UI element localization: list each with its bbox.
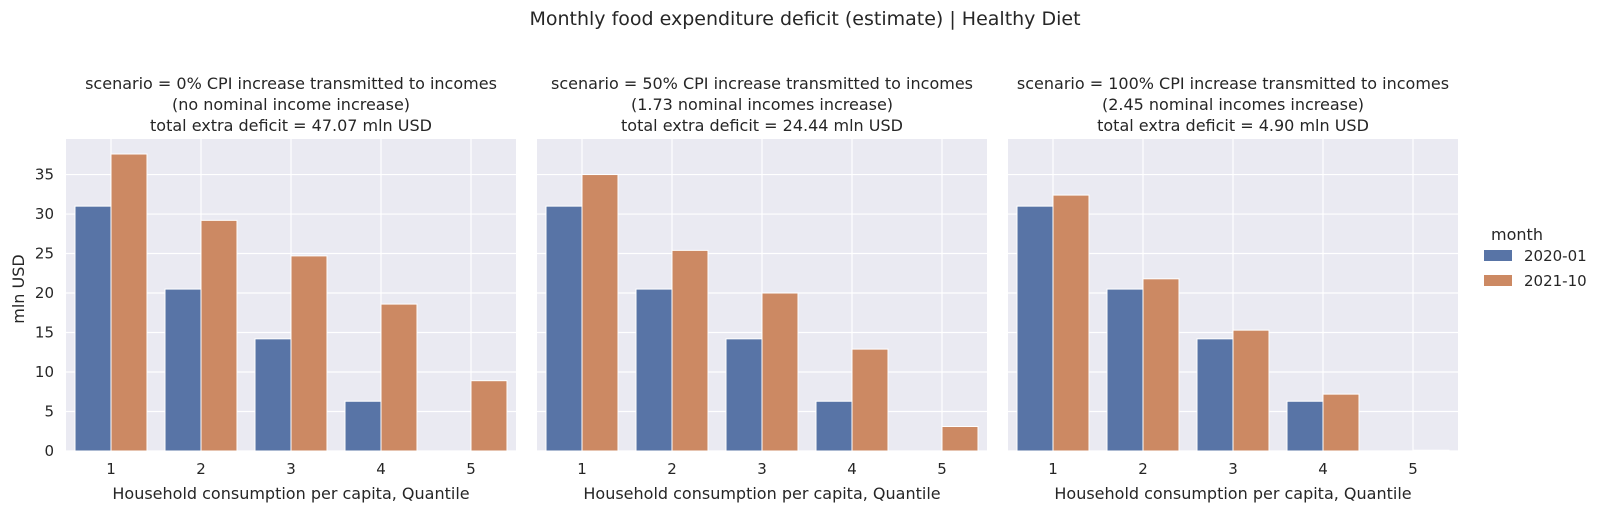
legend-swatch-2020-01 (1484, 250, 1512, 261)
legend: month 2020-01 2021-10 (1484, 225, 1587, 290)
bar-2021-10-q1 (110, 153, 148, 452)
panel-title-line: (no nominal income increase) (172, 95, 410, 114)
bar-2021-10-q1 (581, 174, 619, 452)
x-tick-label: 3 (286, 460, 296, 478)
x-tick-label: 2 (1138, 460, 1148, 478)
x-tick-label: 5 (466, 460, 476, 478)
bar-2020-01-q1 (74, 205, 112, 452)
x-tick-label: 3 (757, 460, 767, 478)
panel-title-line: scenario = 100% CPI increase transmitted… (1017, 74, 1449, 93)
panel-title-line: total extra deficit = 24.44 mln USD (621, 116, 903, 135)
y-axis-label: mln USD (9, 254, 28, 323)
panel-title-line: total extra deficit = 4.90 mln USD (1097, 116, 1369, 135)
bar-2020-01-q3 (254, 338, 292, 452)
bar-2021-10-q5 (1412, 449, 1450, 452)
x-axis-label: Household consumption per capita, Quanti… (583, 484, 940, 503)
panel-2: 1 2 3 4 5 Household consumption per capita, Q… (537, 74, 987, 503)
bar-2020-01-q4 (815, 400, 853, 452)
bar-2021-10-q5 (941, 426, 979, 452)
x-axis-label: Household consumption per capita, Quanti… (112, 484, 469, 503)
bar-2021-10-q2 (200, 219, 238, 452)
legend-label-2021-10: 2021-10 (1524, 272, 1587, 290)
panel-3: 1 2 3 4 5 Household consumption per capita, Q… (1008, 74, 1458, 503)
panel-title-line: (2.45 nominal incomes increase) (1102, 95, 1364, 114)
x-tick-label: 4 (847, 460, 857, 478)
bar-2020-01-q2 (635, 288, 673, 452)
bar-2021-10-q3 (290, 255, 328, 452)
legend-label-2020-01: 2020-01 (1524, 247, 1587, 265)
x-tick-label: 1 (1048, 460, 1058, 478)
panel-1: 1 2 3 4 5 0 5 10 15 20 25 30 35 Household consumption… (35, 74, 516, 503)
bar-2020-01-q2 (1106, 288, 1144, 452)
bar-2021-10-q4 (1322, 393, 1360, 452)
bar-2021-10-q4 (380, 303, 418, 452)
y-tick-label: 30 (35, 205, 54, 223)
x-tick-label: 5 (1408, 460, 1418, 478)
panel-title-line: total extra deficit = 47.07 mln USD (150, 116, 432, 135)
bar-2020-01-q1 (545, 205, 583, 452)
y-tick-label: 20 (35, 284, 54, 302)
y-tick-label: 5 (44, 403, 54, 421)
x-tick-label: 2 (196, 460, 206, 478)
panel-title-line: (1.73 nominal incomes increase) (631, 95, 893, 114)
x-tick-label: 1 (106, 460, 116, 478)
bar-2020-01-q4 (344, 400, 382, 452)
bar-2020-01-q1 (1016, 205, 1054, 452)
x-tick-label: 4 (376, 460, 386, 478)
legend-title: month (1491, 225, 1543, 244)
x-tick-label: 2 (667, 460, 677, 478)
bar-2021-10-q4 (851, 348, 889, 452)
y-tick-label: 35 (35, 166, 54, 184)
bar-2021-10-q1 (1052, 194, 1090, 452)
bar-2020-01-q3 (1196, 338, 1234, 452)
x-tick-label: 3 (1228, 460, 1238, 478)
bar-2021-10-q3 (1232, 329, 1270, 452)
bar-2020-01-q2 (164, 288, 202, 452)
y-tick-label: 15 (35, 324, 54, 342)
panel-title-line: scenario = 0% CPI increase transmitted t… (85, 74, 497, 93)
bar-2021-10-q3 (761, 292, 799, 452)
x-axis-label: Household consumption per capita, Quanti… (1054, 484, 1411, 503)
y-tick-label: 0 (44, 442, 54, 460)
x-tick-label: 4 (1318, 460, 1328, 478)
bar-2021-10-q2 (1142, 278, 1180, 452)
y-tick-label: 10 (35, 363, 54, 381)
legend-swatch-2021-10 (1484, 275, 1512, 286)
x-tick-label: 5 (937, 460, 947, 478)
y-tick-label: 25 (35, 245, 54, 263)
x-tick-label: 1 (577, 460, 587, 478)
bar-2021-10-q5 (470, 380, 508, 452)
figure-title: Monthly food expenditure deficit (estima… (529, 8, 1080, 30)
bar-2020-01-q3 (725, 338, 763, 452)
bar-2020-01-q4 (1286, 400, 1324, 452)
panel-title-line: scenario = 50% CPI increase transmitted … (551, 74, 973, 93)
bar-2021-10-q2 (671, 249, 709, 452)
